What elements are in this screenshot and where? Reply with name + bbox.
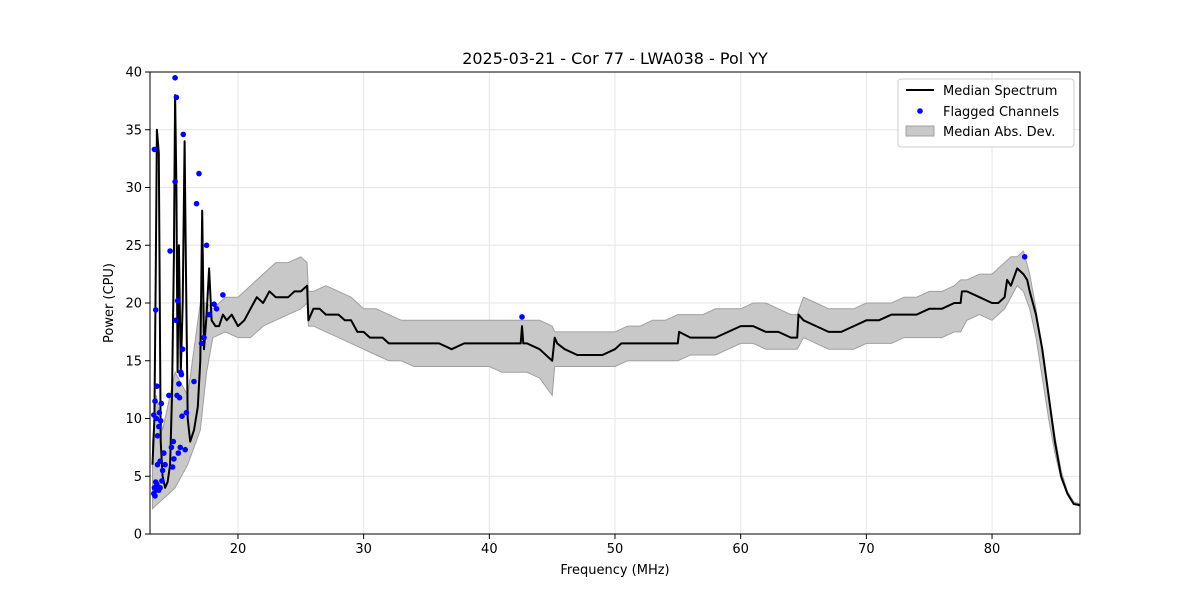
flagged-channel-point [173, 317, 179, 324]
flagged-channel-point [158, 400, 165, 407]
flagged-channel-point [156, 423, 162, 430]
flagged-channel-point [1021, 253, 1028, 260]
flagged-channel-point [201, 334, 207, 341]
chart-title: 2025-03-21 - Cor 77 - LWA038 - Pol YY [462, 49, 768, 68]
mad-band [152, 250, 1080, 510]
x-tick-label: 70 [858, 542, 875, 557]
flagged-channel-point [177, 444, 183, 451]
flagged-channel-point [151, 146, 158, 153]
flagged-channel-point [161, 450, 167, 456]
flagged-channel-point [196, 170, 202, 177]
y-tick-label: 5 [134, 470, 142, 485]
y-tick-label: 10 [125, 412, 142, 427]
flagged-channel-point [193, 200, 200, 207]
flagged-channel-point [157, 418, 164, 424]
flagged-channel-point [213, 306, 220, 312]
flagged-channel-point [220, 292, 226, 298]
y-tick-label: 0 [134, 528, 142, 543]
y-tick-label: 15 [125, 354, 142, 369]
flagged-channel-point [159, 478, 165, 484]
flagged-channel-point [154, 383, 160, 390]
flagged-channel-point [159, 467, 166, 474]
flagged-channel-point [157, 485, 163, 491]
flagged-channel-point [175, 450, 182, 456]
flagged-channel-point [152, 307, 159, 313]
x-tick-label: 50 [607, 542, 624, 557]
flagged-channel-point [162, 461, 168, 468]
y-tick-label: 20 [125, 297, 142, 312]
flagged-channel-point [173, 94, 180, 101]
flagged-channel-point [152, 493, 158, 499]
flagged-channel-point [169, 464, 176, 470]
flagged-channel-point [170, 438, 177, 445]
x-tick-label: 80 [984, 542, 1001, 557]
flagged-channel-point [176, 394, 183, 401]
flagged-channel-point [198, 340, 205, 347]
flagged-channel-point [191, 378, 197, 385]
flagged-channel-point [172, 178, 178, 185]
flagged-channel-point [206, 311, 212, 318]
flagged-channel-point [168, 444, 175, 451]
flagged-channel-point [167, 248, 173, 254]
x-tick-label: 40 [481, 542, 498, 557]
y-tick-label: 35 [125, 123, 142, 138]
flagged-channel-point [174, 297, 181, 304]
flagged-channel-point [179, 413, 185, 420]
legend-label-mad: Median Abs. Dev. [943, 125, 1055, 140]
flagged-channel-point [211, 301, 217, 308]
flagged-channel-point [519, 314, 525, 320]
flagged-channel-point [156, 409, 163, 416]
x-tick-label: 30 [355, 542, 372, 557]
flagged-channel-point [183, 409, 190, 416]
flagged-channel-point [171, 456, 177, 462]
y-tick-label: 30 [125, 181, 142, 196]
legend-label-median: Median Spectrum [943, 84, 1057, 99]
axis-ticks: 20 30 40 50 60 70 80 0 5 10 15 20 25 30 35 40 [125, 66, 1000, 558]
legend: Median Spectrum Flagged Channels Median … [897, 78, 1075, 148]
x-axis-label: Frequency (MHz) [560, 563, 669, 578]
plot-area [151, 75, 1080, 510]
legend-label-flagged: Flagged Channels [943, 105, 1059, 120]
y-tick-label: 40 [125, 66, 142, 81]
flagged-channel-point [178, 371, 185, 378]
legend-box [897, 78, 1075, 148]
flagged-channel-point [166, 392, 172, 399]
median-spectrum-line [151, 94, 1080, 507]
flagged-channel-point [180, 131, 187, 138]
y-tick-label: 25 [125, 239, 142, 254]
flagged-channel-point [182, 446, 188, 453]
flagged-channel-point [152, 398, 158, 405]
legend-band-swatch [905, 125, 935, 137]
x-tick-label: 20 [230, 542, 247, 557]
flagged-channel-point [153, 415, 160, 422]
legend-dot-swatch [917, 108, 923, 114]
flagged-channel-point [203, 242, 210, 249]
flagged-channel-point [176, 381, 182, 387]
flagged-channel-point [172, 75, 178, 81]
flagged-channel-point [157, 458, 163, 465]
flagged-channel-point [179, 346, 186, 353]
y-axis-label: Power (CPU) [102, 263, 117, 343]
flagged-channel-point [154, 433, 161, 439]
x-tick-label: 60 [732, 542, 749, 557]
